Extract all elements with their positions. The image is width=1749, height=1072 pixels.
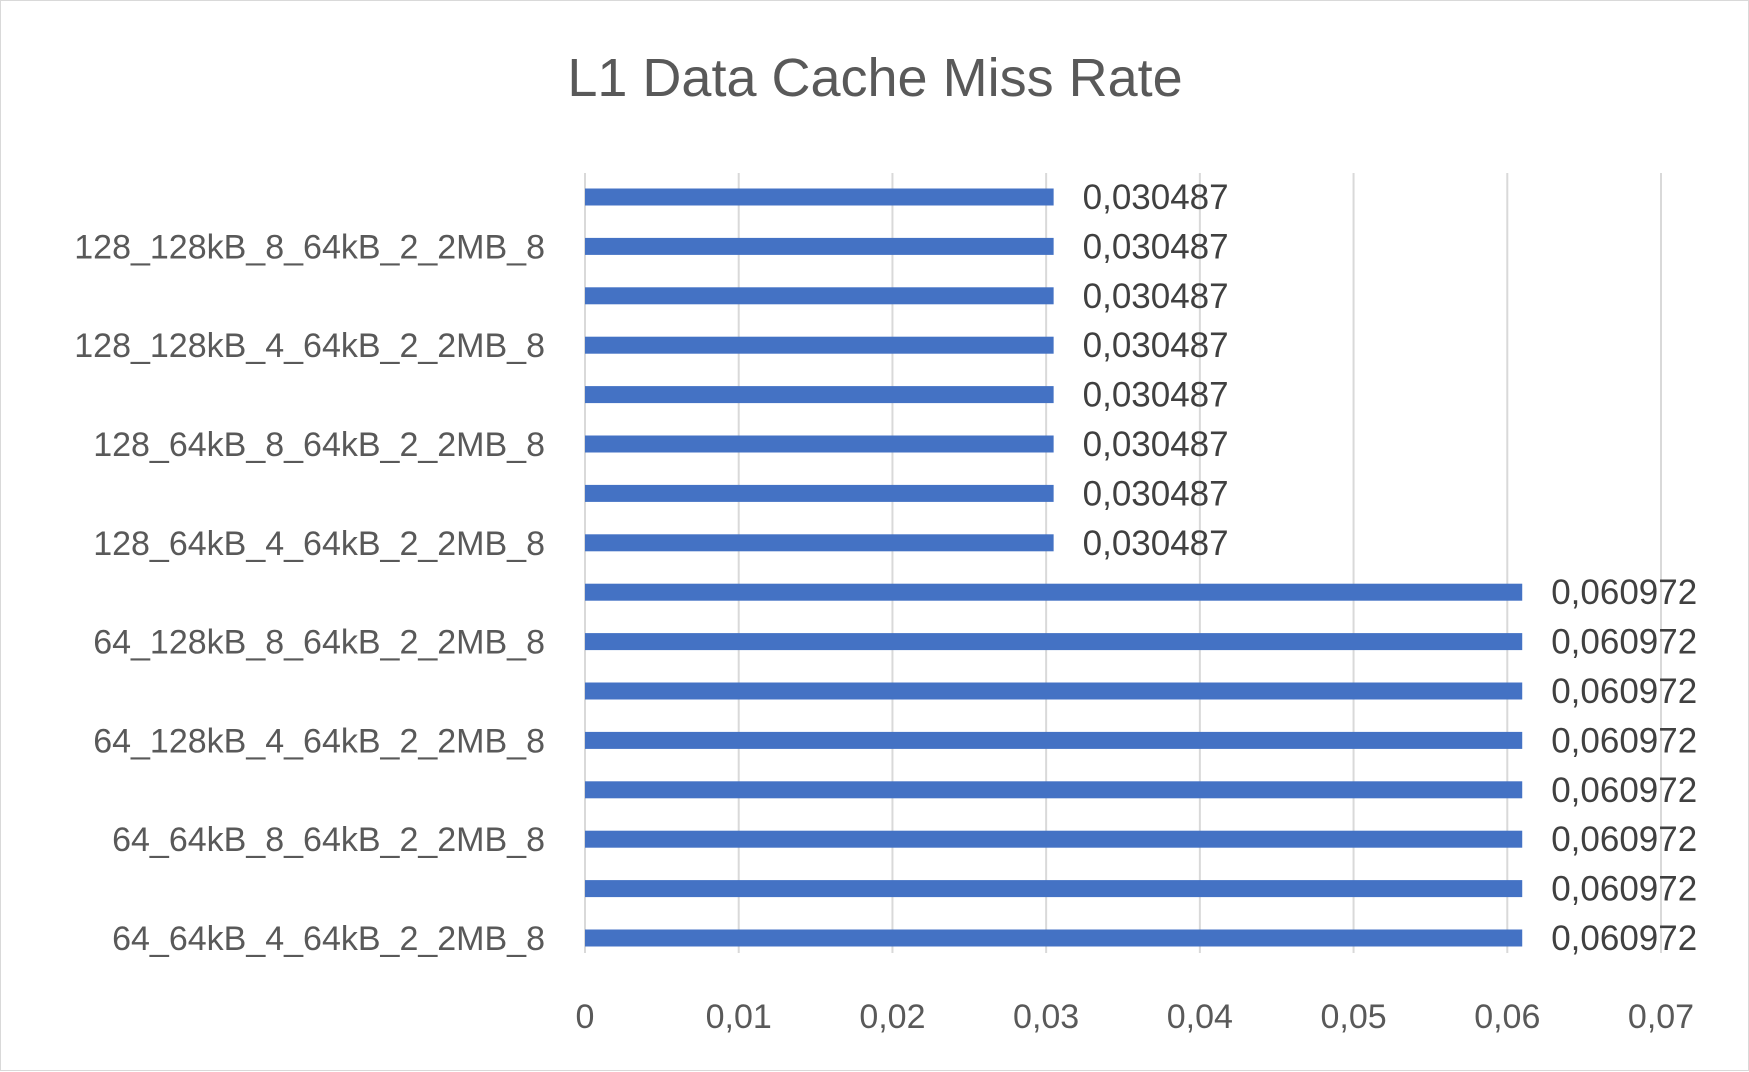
category-label: 128_64kB_8_64kB_2_2MB_8 — [93, 426, 545, 464]
x-tick-label: 0,02 — [859, 998, 925, 1036]
bar — [585, 633, 1523, 651]
data-label: 0,030487 — [1083, 376, 1229, 415]
x-tick-label: 0 — [576, 998, 595, 1036]
chart-title: L1 Data Cache Miss Rate — [567, 48, 1182, 108]
bar — [585, 682, 1523, 700]
x-axis-tick-labels: 0 0,01 0,02 0,03 0,04 0,05 0,06 0,07 — [576, 998, 1695, 1036]
bar — [585, 929, 1523, 947]
category-label: 64_64kB_8_64kB_2_2MB_8 — [112, 821, 545, 859]
data-label: 0,030487 — [1083, 425, 1229, 464]
data-label: 0,060972 — [1551, 771, 1697, 810]
x-tick-label: 0,03 — [1013, 998, 1079, 1036]
x-tick-label: 0,06 — [1474, 998, 1540, 1036]
bar — [585, 435, 1054, 453]
x-tick-label: 0,04 — [1167, 998, 1233, 1036]
data-label: 0,030487 — [1083, 474, 1229, 513]
bar — [585, 781, 1523, 799]
bar — [585, 830, 1523, 848]
bar — [585, 583, 1523, 601]
bar — [585, 386, 1054, 404]
category-labels: 128_128kB_8_64kB_2_2MB_8 128_128kB_4_64kB… — [74, 228, 545, 958]
x-tick-label: 0,01 — [706, 998, 772, 1036]
data-label: 0,030487 — [1083, 277, 1229, 316]
category-label: 128_128kB_8_64kB_2_2MB_8 — [74, 228, 545, 266]
category-label: 64_64kB_4_64kB_2_2MB_8 — [112, 920, 545, 958]
bar — [585, 336, 1054, 354]
data-label: 0,030487 — [1083, 524, 1229, 563]
data-label: 0,060972 — [1551, 573, 1697, 612]
bar — [585, 880, 1523, 898]
category-label: 64_128kB_4_64kB_2_2MB_8 — [93, 722, 545, 760]
data-label: 0,030487 — [1083, 178, 1229, 217]
data-label: 0,060972 — [1551, 721, 1697, 760]
category-label: 64_128kB_8_64kB_2_2MB_8 — [93, 624, 545, 662]
data-label: 0,060972 — [1551, 623, 1697, 662]
bar — [585, 484, 1054, 502]
bar — [585, 731, 1523, 749]
bar — [585, 287, 1054, 305]
x-tick-label: 0,05 — [1320, 998, 1386, 1036]
bars — [585, 188, 1523, 947]
data-label: 0,060972 — [1551, 870, 1697, 909]
category-label: 128_128kB_4_64kB_2_2MB_8 — [74, 327, 545, 365]
data-label: 0,060972 — [1551, 672, 1697, 711]
bar — [585, 237, 1054, 255]
bar — [585, 534, 1054, 552]
data-labels: 0,030487 0,030487 0,030487 0,030487 0,030487… — [1083, 178, 1698, 958]
bar — [585, 188, 1054, 206]
data-label: 0,030487 — [1083, 227, 1229, 266]
data-label: 0,060972 — [1551, 820, 1697, 859]
category-label: 128_64kB_4_64kB_2_2MB_8 — [93, 525, 545, 563]
data-label: 0,060972 — [1551, 919, 1697, 958]
x-tick-label: 0,07 — [1628, 998, 1694, 1036]
data-label: 0,030487 — [1083, 326, 1229, 365]
